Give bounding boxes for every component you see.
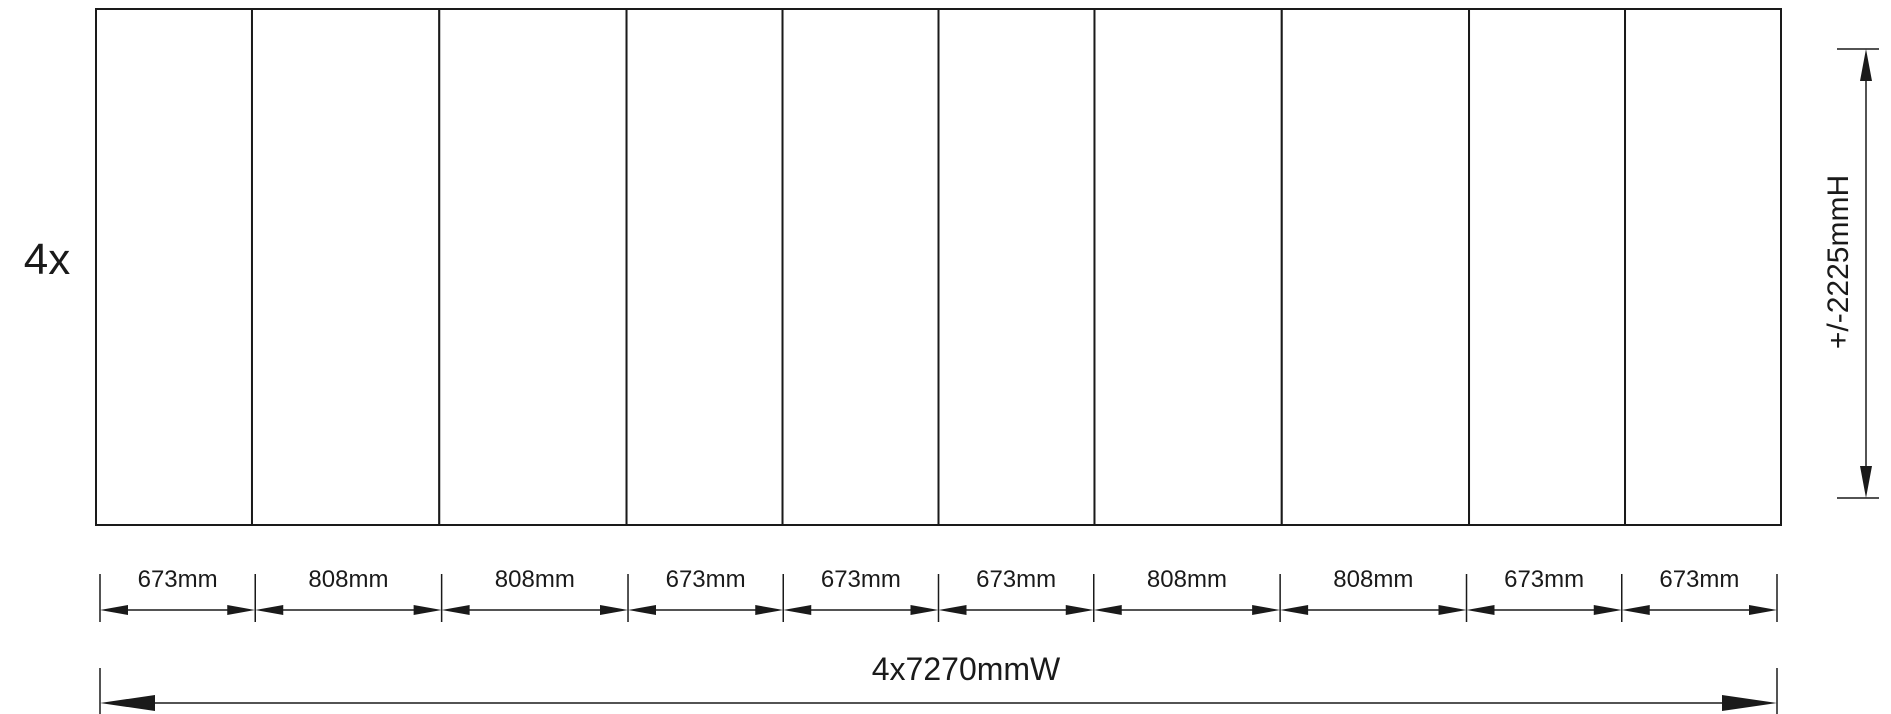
dimension-arrow-right — [755, 605, 784, 615]
panel-width-label: 808mm — [1333, 566, 1413, 593]
panel-4-width-dimension: 673mm — [628, 566, 785, 622]
dimension-arrow-right — [413, 605, 442, 615]
height-bottom-arrow — [1860, 466, 1872, 498]
panel-width-label: 808mm — [308, 566, 388, 593]
panel-width-dimensions: 673mm 808mm 808mm 673mm 673mm 673mm 808mm 808mm… — [99, 566, 1778, 622]
panel-8-width-dimension: 808mm — [1280, 566, 1468, 622]
panel-9 — [1468, 8, 1627, 526]
dimension-arrow-left — [1466, 605, 1495, 615]
total-width-label: 4x7270mmW — [872, 651, 1061, 687]
dimension-arrow-right — [1252, 605, 1281, 615]
panel-width-label: 673mm — [666, 566, 746, 593]
panel-9-width-dimension: 673mm — [1466, 566, 1623, 622]
dimension-arrow-right — [910, 605, 939, 615]
height-top-arrow — [1860, 49, 1872, 81]
panel-width-label: 673mm — [138, 566, 218, 593]
panel-6-width-dimension: 673mm — [938, 566, 1095, 622]
multiplier-label: 4x — [24, 235, 70, 284]
dimension-arrow-right — [600, 605, 629, 615]
dimension-arrow-left — [783, 605, 812, 615]
total-width-dimension: 4x7270mmW — [99, 651, 1778, 714]
dimension-arrow-left — [255, 605, 284, 615]
panel-width-label: 673mm — [1504, 566, 1584, 593]
dimension-arrow-left — [1093, 605, 1122, 615]
panel-8 — [1280, 8, 1471, 526]
dimension-arrow-left — [441, 605, 470, 615]
height-label: +/-2225mmH — [1822, 175, 1855, 349]
panel-2-width-dimension: 808mm — [255, 566, 443, 622]
total-width-right-arrow — [1722, 695, 1777, 711]
dimension-arrow-left — [628, 605, 657, 615]
panel-7 — [1093, 8, 1283, 526]
dimension-arrow-right — [1438, 605, 1467, 615]
panel-5-width-dimension: 673mm — [783, 566, 940, 622]
panel-7-width-dimension: 808mm — [1093, 566, 1281, 622]
panel-5 — [781, 8, 940, 526]
panel-3 — [438, 8, 628, 526]
panel-10 — [1624, 8, 1783, 526]
panel-3-width-dimension: 808mm — [441, 566, 629, 622]
panel-width-label: 808mm — [495, 566, 575, 593]
dimension-arrow-left — [1621, 605, 1650, 615]
dimension-arrow-left — [938, 605, 967, 615]
dimension-arrow-right — [1593, 605, 1622, 615]
panel-1-width-dimension: 673mm — [99, 566, 256, 622]
panel-6 — [937, 8, 1096, 526]
dimension-arrow-left — [1280, 605, 1309, 615]
dimension-arrow-right — [1749, 605, 1777, 615]
panel-2 — [250, 8, 441, 526]
panel-width-label: 673mm — [821, 566, 901, 593]
dimension-arrow-left — [100, 605, 128, 615]
panel-width-label: 673mm — [976, 566, 1056, 593]
panel-outlines — [95, 8, 1783, 526]
panel-width-label: 808mm — [1147, 566, 1227, 593]
panel-4 — [625, 8, 784, 526]
panel-1 — [95, 8, 253, 526]
panel-width-label: 673mm — [1659, 566, 1739, 593]
dimension-arrow-right — [1065, 605, 1094, 615]
panel-10-width-dimension: 673mm — [1621, 566, 1778, 622]
height-dimension: +/-2225mmH — [1822, 48, 1879, 499]
dimension-arrow-right — [227, 605, 256, 615]
total-width-left-arrow — [100, 695, 155, 711]
